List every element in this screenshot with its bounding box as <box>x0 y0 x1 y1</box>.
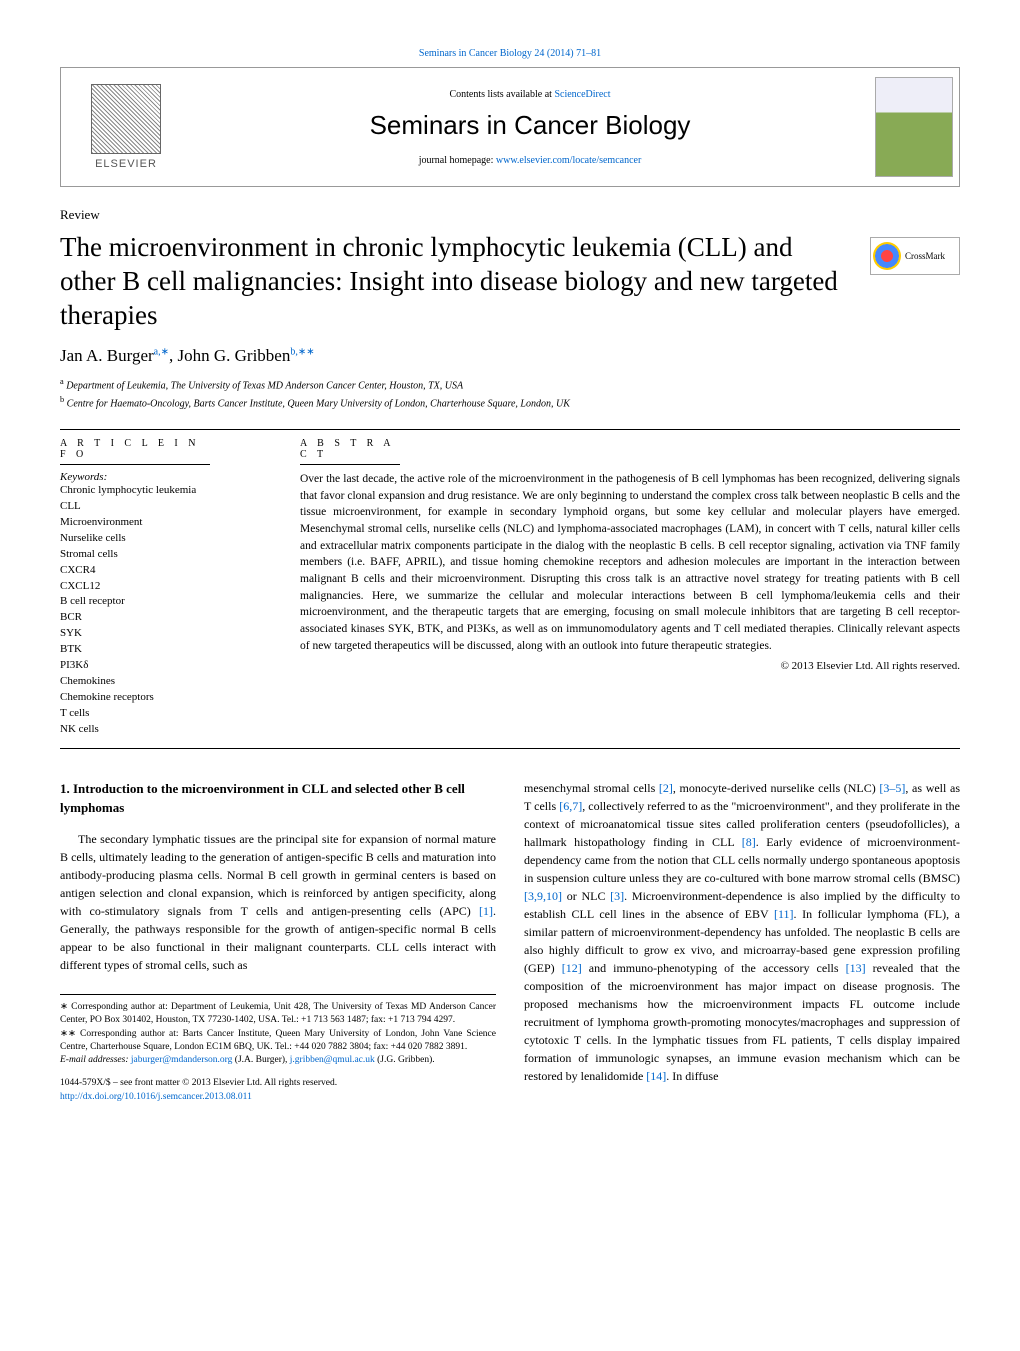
header-center: Contents lists available at ScienceDirec… <box>191 81 869 174</box>
ref-link[interactable]: [1] <box>479 904 493 918</box>
email-label: E-mail addresses: <box>60 1055 131 1065</box>
text: , monocyte-derived nurselike cells (NLC) <box>673 781 880 795</box>
affiliations: a Department of Leukemia, The University… <box>60 376 960 411</box>
journal-title: Seminars in Cancer Biology <box>191 110 869 141</box>
doi-link[interactable]: http://dx.doi.org/10.1016/j.semcancer.20… <box>60 1092 252 1102</box>
keyword: Nurselike cells <box>60 531 270 547</box>
keyword: Stromal cells <box>60 547 270 563</box>
elsevier-name: ELSEVIER <box>95 158 157 170</box>
email-1-name: (J.A. Burger), <box>232 1055 289 1065</box>
sciencedirect-link[interactable]: ScienceDirect <box>554 89 610 100</box>
authors: Jan A. Burgera,∗, John G. Gribbenb,∗∗ <box>60 346 960 366</box>
ref-link[interactable]: [13] <box>846 961 866 975</box>
crossmark-label: CrossMark <box>905 251 945 261</box>
email-2[interactable]: j.gribben@qmul.ac.uk <box>290 1055 375 1065</box>
affiliation-b: Centre for Haemato-Oncology, Barts Cance… <box>67 398 570 409</box>
author-1-sup[interactable]: a,∗ <box>154 347 169 358</box>
abstract-column: A B S T R A C T Over the last decade, th… <box>300 438 960 738</box>
keyword: CLL <box>60 499 270 515</box>
footnotes: ∗ Corresponding author at: Department of… <box>60 994 496 1067</box>
article-title: The microenvironment in chronic lymphocy… <box>60 231 850 332</box>
ref-link[interactable]: [3] <box>610 889 624 903</box>
ref-link[interactable]: [11] <box>774 907 794 921</box>
keyword: Chemokine receptors <box>60 690 270 706</box>
ref-link[interactable]: [3,9,10] <box>524 889 562 903</box>
corresponding-2: ∗∗ Corresponding author at: Barts Cancer… <box>60 1028 496 1055</box>
ref-link[interactable]: [2] <box>659 781 673 795</box>
divider-top <box>60 429 960 430</box>
text: . In diffuse <box>666 1069 718 1083</box>
keyword: Chemokines <box>60 674 270 690</box>
keyword: BCR <box>60 610 270 626</box>
keyword: SYK <box>60 626 270 642</box>
email-1[interactable]: jaburger@mdanderson.org <box>131 1055 233 1065</box>
ref-link[interactable]: [3–5] <box>879 781 905 795</box>
keyword: Chronic lymphocytic leukemia <box>60 483 270 499</box>
body-para-1: The secondary lymphatic tissues are the … <box>60 830 496 974</box>
section-1-title: 1. Introduction to the microenvironment … <box>60 779 496 818</box>
text: or NLC <box>562 889 610 903</box>
journal-header: ELSEVIER Contents lists available at Sci… <box>60 67 960 187</box>
keyword: Microenvironment <box>60 515 270 531</box>
author-1: Jan A. Burger <box>60 346 154 365</box>
keyword: B cell receptor <box>60 594 270 610</box>
email-line: E-mail addresses: jaburger@mdanderson.or… <box>60 1054 496 1067</box>
author-2-sup[interactable]: b,∗∗ <box>290 347 314 358</box>
abstract-heading: A B S T R A C T <box>300 438 400 465</box>
ref-link[interactable]: [12] <box>562 961 582 975</box>
front-matter-line: 1044-579X/$ – see front matter © 2013 El… <box>60 1077 496 1090</box>
journal-cover[interactable] <box>869 68 959 186</box>
homepage-prefix: journal homepage: <box>419 155 496 166</box>
author-2: John G. Gribben <box>177 346 290 365</box>
text: The secondary lymphatic tissues are the … <box>60 832 496 918</box>
text: mesenchymal stromal cells <box>524 781 659 795</box>
homepage-link[interactable]: www.elsevier.com/locate/semcancer <box>496 155 641 166</box>
keyword: T cells <box>60 706 270 722</box>
body-para-2: mesenchymal stromal cells [2], monocyte-… <box>524 779 960 1085</box>
article-info-heading: A R T I C L E I N F O <box>60 438 210 465</box>
ref-link[interactable]: [8] <box>742 835 756 849</box>
article-type: Review <box>60 207 960 223</box>
elsevier-tree-icon <box>91 84 161 154</box>
affiliation-a: Department of Leukemia, The University o… <box>66 381 463 392</box>
contents-line: Contents lists available at ScienceDirec… <box>191 89 869 100</box>
ref-link[interactable]: [14] <box>646 1069 666 1083</box>
ref-link[interactable]: [6,7] <box>559 799 582 813</box>
main-body: 1. Introduction to the microenvironment … <box>60 779 960 1104</box>
keywords-list: Chronic lymphocytic leukemia CLL Microen… <box>60 483 270 738</box>
keyword: NK cells <box>60 722 270 738</box>
elsevier-logo[interactable]: ELSEVIER <box>61 68 191 186</box>
divider-bottom <box>60 748 960 749</box>
crossmark-badge[interactable]: CrossMark <box>870 237 960 275</box>
keyword: PI3Kδ <box>60 658 270 674</box>
homepage-line: journal homepage: www.elsevier.com/locat… <box>191 155 869 166</box>
text: and immuno-phenotyping of the accessory … <box>582 961 846 975</box>
journal-reference[interactable]: Seminars in Cancer Biology 24 (2014) 71–… <box>60 48 960 59</box>
email-2-name: (J.G. Gribben). <box>375 1055 435 1065</box>
abstract-text: Over the last decade, the active role of… <box>300 471 960 654</box>
cover-thumbnail <box>875 77 953 177</box>
crossmark-icon <box>873 242 901 270</box>
keyword: CXCL12 <box>60 579 270 595</box>
abstract-copyright: © 2013 Elsevier Ltd. All rights reserved… <box>300 660 960 672</box>
article-info-column: A R T I C L E I N F O Keywords: Chronic … <box>60 438 270 738</box>
contents-prefix: Contents lists available at <box>449 89 554 100</box>
keyword: CXCR4 <box>60 563 270 579</box>
column-left: 1. Introduction to the microenvironment … <box>60 779 496 1104</box>
corresponding-1: ∗ Corresponding author at: Department of… <box>60 1001 496 1028</box>
front-matter: 1044-579X/$ – see front matter © 2013 El… <box>60 1077 496 1104</box>
keyword: BTK <box>60 642 270 658</box>
column-right: mesenchymal stromal cells [2], monocyte-… <box>524 779 960 1104</box>
keywords-label: Keywords: <box>60 471 270 483</box>
text: revealed that the composition of the mic… <box>524 961 960 1083</box>
